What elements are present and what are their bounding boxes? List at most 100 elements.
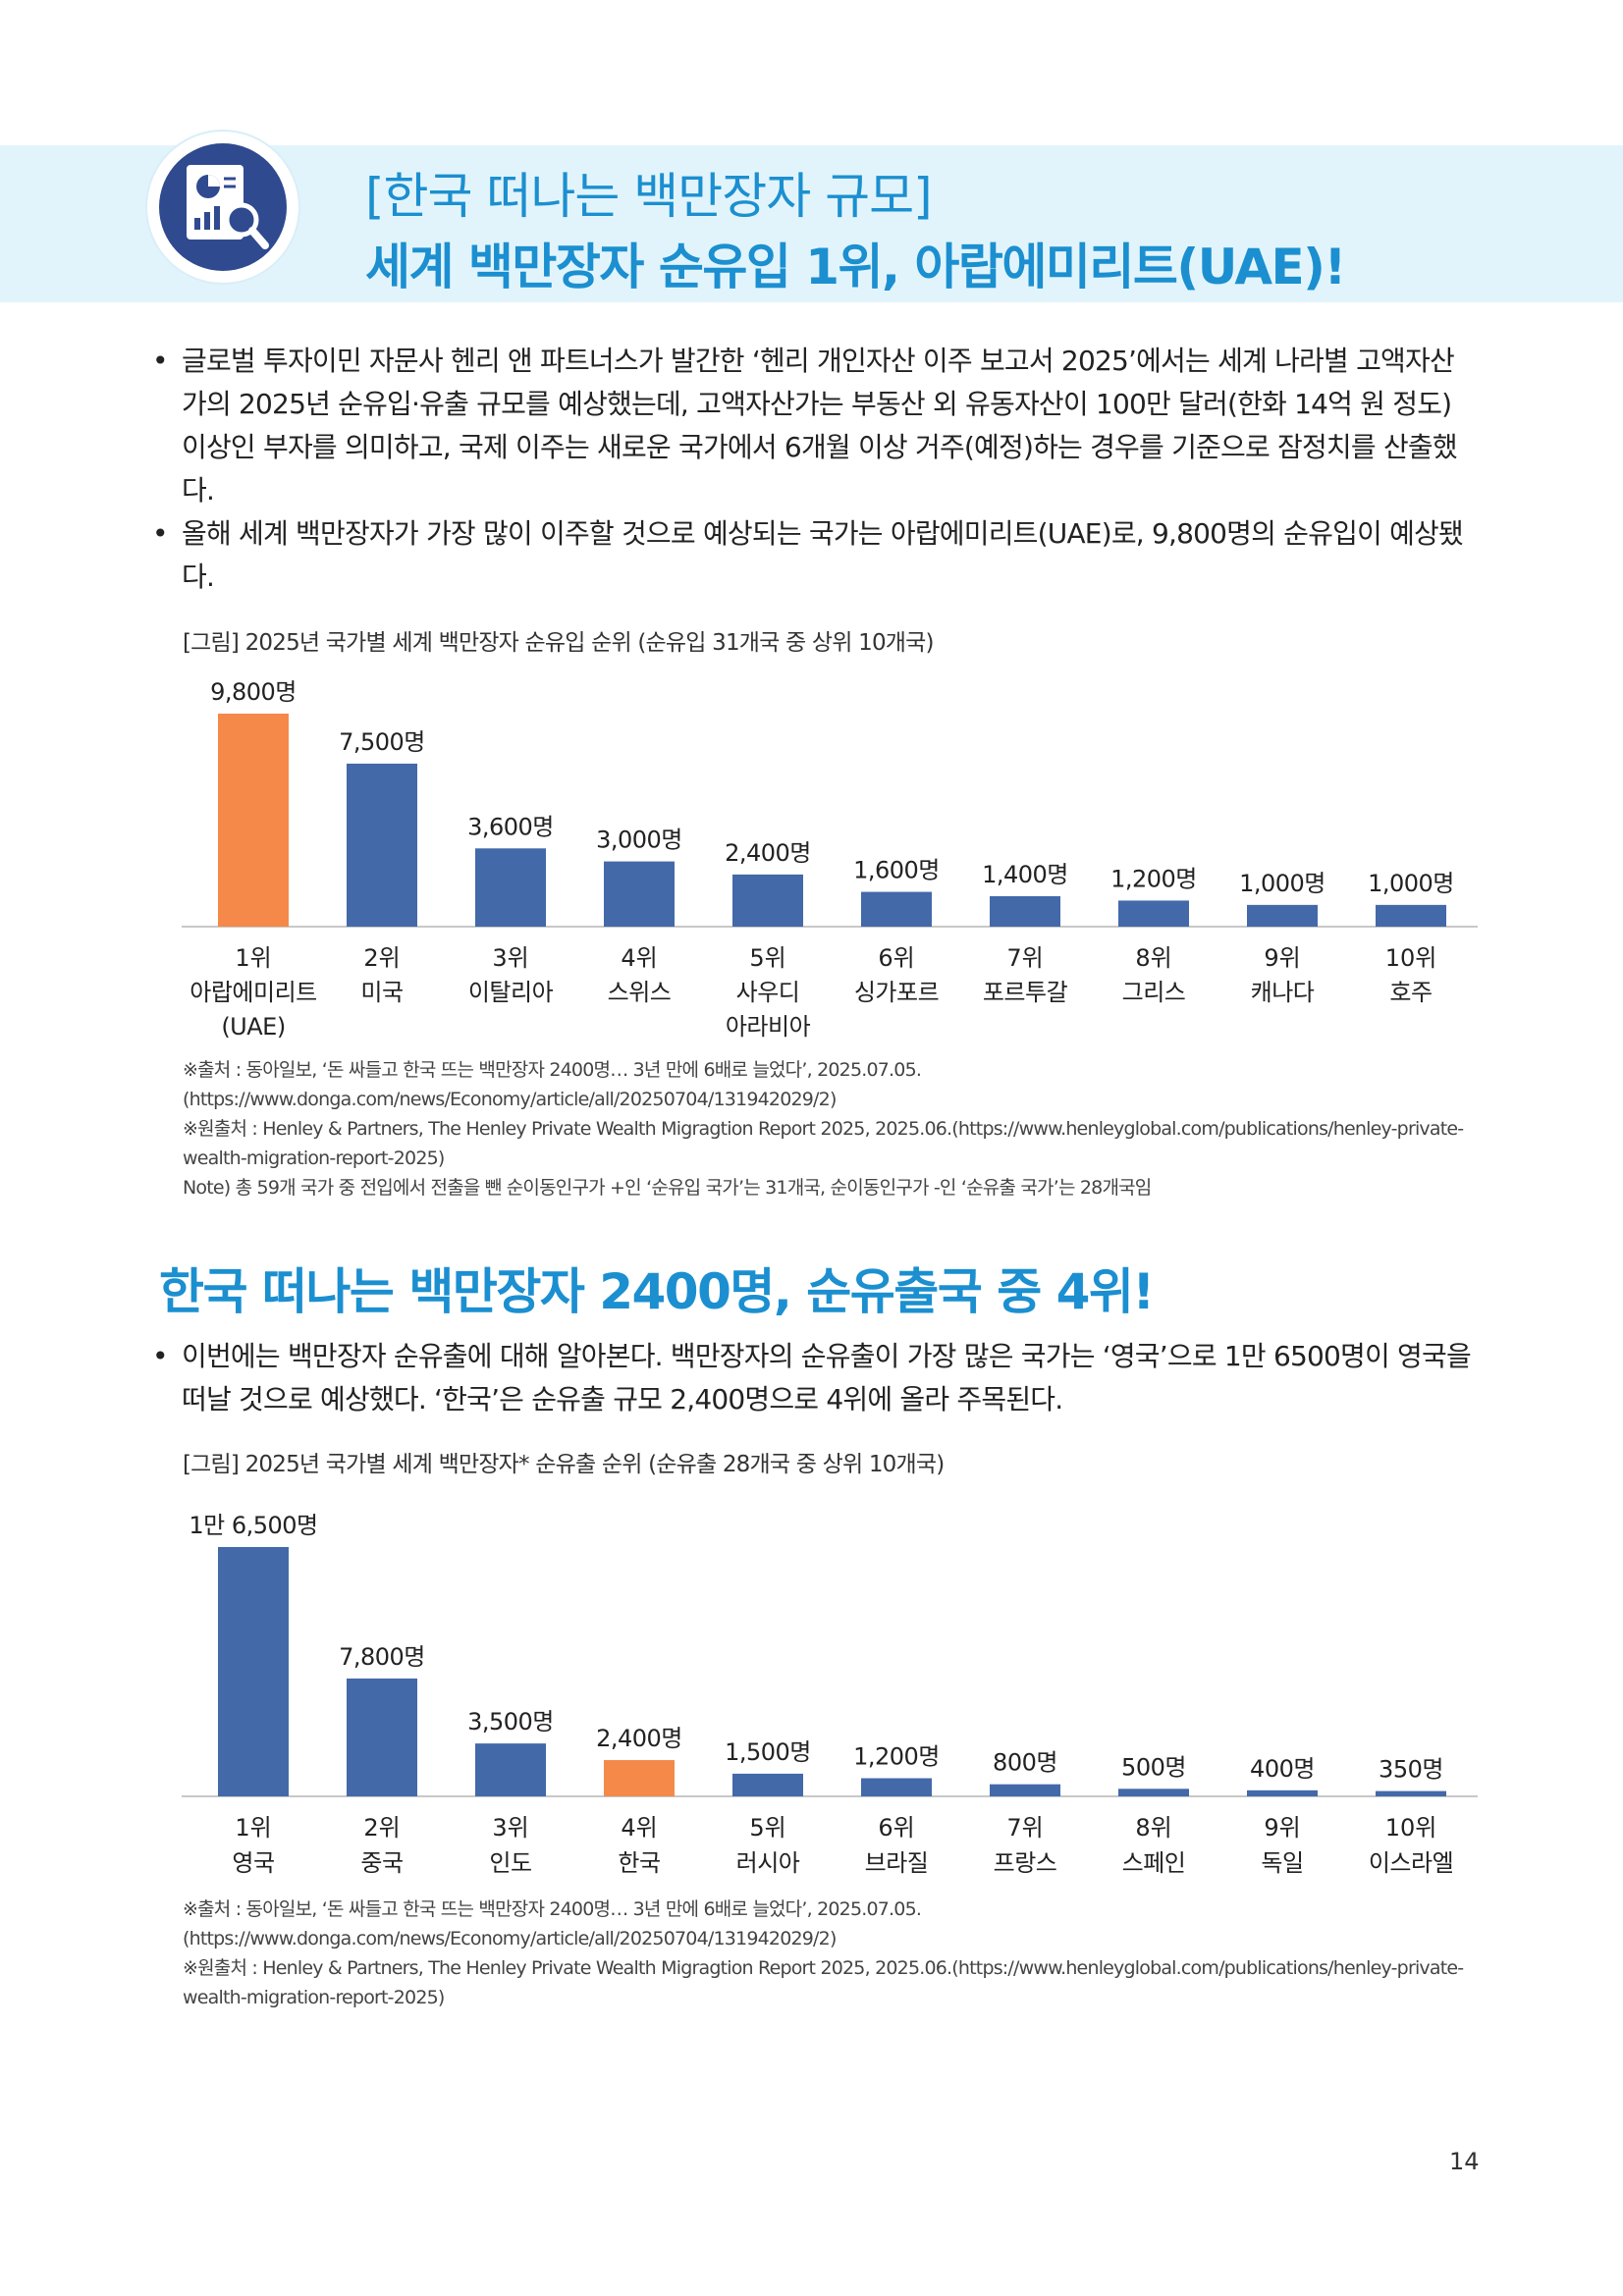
chart1-caption: [그림] 2025년 국가별 세계 백만장자 순유입 순위 (순유입 31개국 … (183, 630, 935, 656)
data-label: 1,200명 (853, 1743, 940, 1771)
chart1-sources: ※출처 : 동아일보, ‘돈 싸들고 한국 뜨는 백만장자 2400명… 3년 … (183, 1055, 1488, 1202)
bar (604, 1760, 675, 1796)
bullet-item: • 글로벌 투자이민 자문사 헨리 앤 파트너스가 발간한 ‘헨리 개인자산 이… (152, 340, 1478, 512)
category-label: 사우디 (736, 979, 800, 1006)
source-line: ※원출처 : Henley & Partners, The Henley Pri… (183, 1118, 1464, 1169)
category-label: 싱가포르 (854, 979, 939, 1006)
data-label: 3,600명 (467, 813, 554, 840)
category-label: 아랍에미리트 (189, 979, 316, 1006)
data-label: 350명 (1379, 1756, 1443, 1784)
bar (475, 1743, 546, 1796)
category-label: 러시아 (736, 1849, 800, 1877)
bullet-item: • 올해 세계 백만장자가 가장 많이 이주할 것으로 예상되는 국가는 아랍에… (152, 512, 1478, 599)
bar (347, 1678, 417, 1796)
bar (1118, 1789, 1189, 1796)
source-line: ※출처 : 동아일보, ‘돈 싸들고 한국 뜨는 백만장자 2400명… 3년 … (183, 1059, 922, 1110)
bar (1376, 1790, 1446, 1796)
category-label: (UAE) (221, 1013, 285, 1041)
chart2-sources: ※출처 : 동아일보, ‘돈 싸들고 한국 뜨는 백만장자 2400명… 3년 … (183, 1895, 1488, 2012)
rank-label: 4위 (621, 1814, 657, 1842)
rank-label: 5위 (749, 944, 785, 972)
data-label: 1,000명 (1368, 870, 1454, 897)
data-label: 2,400명 (596, 1725, 682, 1752)
data-label: 9,800명 (210, 678, 297, 706)
rank-label: 7위 (1006, 944, 1043, 972)
bar (990, 1784, 1060, 1796)
category-label: 영국 (232, 1849, 274, 1877)
category-label: 이스라엘 (1369, 1849, 1453, 1877)
bullet-item: • 이번에는 백만장자 순유출에 대해 알아본다. 백만장자의 순유출이 가장 … (152, 1335, 1478, 1421)
rank-label: 5위 (749, 1814, 785, 1842)
chart2-caption: [그림] 2025년 국가별 세계 백만장자* 순유출 순위 (순유출 28개국… (183, 1452, 945, 1477)
rank-label: 8위 (1135, 1814, 1171, 1842)
bullet-dot: • (152, 517, 169, 550)
data-label: 1,200명 (1110, 865, 1197, 892)
rank-label: 1위 (235, 944, 271, 972)
bullet-text: 글로벌 투자이민 자문사 헨리 앤 파트너스가 발간한 ‘헨리 개인자산 이주 … (182, 345, 1458, 507)
category-label: 이탈리아 (468, 979, 554, 1006)
rank-label: 8위 (1135, 944, 1171, 972)
category-label: 캐나다 (1251, 979, 1315, 1006)
data-label: 500명 (1121, 1753, 1186, 1781)
category-label: 중국 (360, 1849, 403, 1877)
bar (990, 896, 1060, 927)
category-label: 그리스 (1122, 979, 1186, 1006)
bar (218, 1547, 289, 1796)
section2-title: 한국 떠나는 백만장자 2400명, 순유출국 중 4위! (159, 1263, 1155, 1320)
rank-label: 2위 (363, 944, 400, 972)
data-label: 1,600명 (853, 857, 940, 884)
rank-label: 6위 (878, 1814, 914, 1842)
category-label: 한국 (618, 1849, 660, 1877)
rank-label: 3위 (492, 1814, 528, 1842)
note-line: Note) 총 59개 국가 중 전입에서 전출을 뺀 순이동인구가 +인 ‘순… (183, 1177, 1152, 1199)
rank-label: 9위 (1264, 944, 1300, 972)
category-label: 미국 (360, 979, 403, 1006)
source-line: ※출처 : 동아일보, ‘돈 싸들고 한국 뜨는 백만장자 2400명… 3년 … (183, 1898, 922, 1949)
category-label: 브라질 (865, 1849, 929, 1877)
bar (1247, 904, 1318, 927)
bar (347, 763, 417, 927)
bar (1118, 900, 1189, 927)
category-label: 아라비아 (726, 1013, 811, 1041)
bar (475, 848, 546, 927)
rank-label: 3위 (492, 944, 528, 972)
data-label: 1,000명 (1239, 870, 1325, 897)
rank-label: 1위 (235, 1814, 271, 1842)
rank-label: 9위 (1264, 1814, 1300, 1842)
bar (861, 1778, 932, 1796)
data-label: 800명 (993, 1749, 1057, 1777)
bar (604, 861, 675, 927)
rank-label: 6위 (878, 944, 914, 972)
data-label: 1,400명 (982, 861, 1068, 888)
category-label: 독일 (1261, 1849, 1303, 1877)
header-title-line2: 세계 백만장자 순유입 1위, 아랍에미리트(UAE)! (365, 239, 1346, 295)
bar (218, 714, 289, 927)
data-label: 1만 6,500명 (189, 1512, 317, 1539)
bar (1247, 1789, 1318, 1796)
page-number: 14 (1449, 2148, 1480, 2175)
rank-label: 10위 (1385, 1814, 1437, 1842)
bullet-text: 이번에는 백만장자 순유출에 대해 알아본다. 백만장자의 순유출이 가장 많은… (182, 1340, 1472, 1415)
category-label: 프랑스 (994, 1849, 1057, 1877)
rank-label: 10위 (1385, 944, 1437, 972)
bar (861, 891, 932, 927)
category-label: 호주 (1389, 979, 1432, 1006)
header-title-line1: [한국 떠나는 백만장자 규모] (365, 168, 933, 225)
bar (732, 1773, 803, 1796)
rank-label: 4위 (621, 944, 657, 972)
header-icon-badge (147, 132, 298, 283)
data-label: 7,800명 (339, 1643, 425, 1671)
bullet-dot: • (152, 1340, 169, 1372)
bar (732, 874, 803, 927)
bullet-dot: • (152, 345, 169, 377)
category-label: 스위스 (608, 979, 672, 1006)
source-line: ※원출처 : Henley & Partners, The Henley Pri… (183, 1957, 1464, 2008)
category-label: 인도 (489, 1849, 531, 1877)
rank-label: 7위 (1006, 1814, 1043, 1842)
data-label: 400명 (1250, 1755, 1315, 1783)
bar (1376, 904, 1446, 927)
data-label: 3,000명 (596, 827, 682, 854)
category-label: 스페인 (1122, 1849, 1186, 1877)
